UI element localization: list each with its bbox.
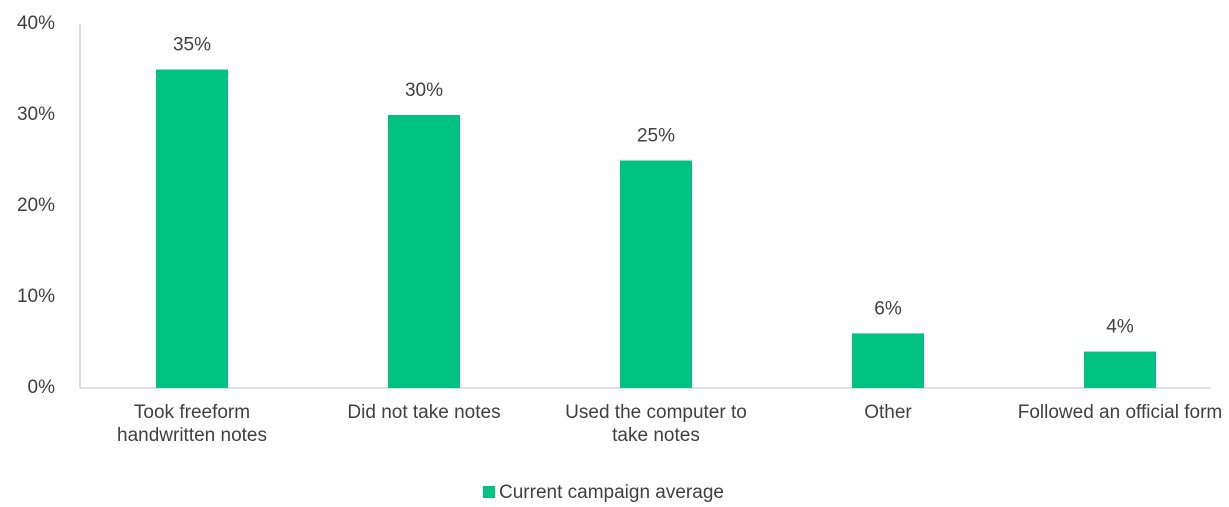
bar	[620, 160, 692, 388]
x-tick-label: Did not take notes	[347, 402, 501, 423]
y-tick-label: 20%	[17, 195, 55, 216]
legend-swatch	[483, 486, 495, 498]
data-label: 35%	[173, 35, 211, 56]
data-label: 6%	[874, 298, 902, 319]
data-label: 4%	[1106, 317, 1134, 338]
y-tick-label: 0%	[28, 377, 56, 398]
legend-label: Current campaign average	[499, 482, 724, 503]
x-tick-label: Used the computer to take notes	[565, 402, 747, 446]
data-label: 30%	[405, 80, 443, 101]
data-label: 25%	[637, 126, 675, 147]
bar	[388, 115, 460, 388]
bar	[852, 333, 924, 388]
bar	[1084, 351, 1156, 388]
bar	[156, 69, 228, 388]
x-tick-label: Followed an official form	[1017, 402, 1223, 423]
x-tick-label: Other	[864, 402, 912, 423]
y-tick-label: 10%	[17, 286, 55, 307]
y-tick-label: 30%	[17, 104, 55, 125]
x-tick-label: Took freeform handwritten notes	[117, 402, 267, 446]
y-tick-label: 40%	[17, 13, 55, 34]
